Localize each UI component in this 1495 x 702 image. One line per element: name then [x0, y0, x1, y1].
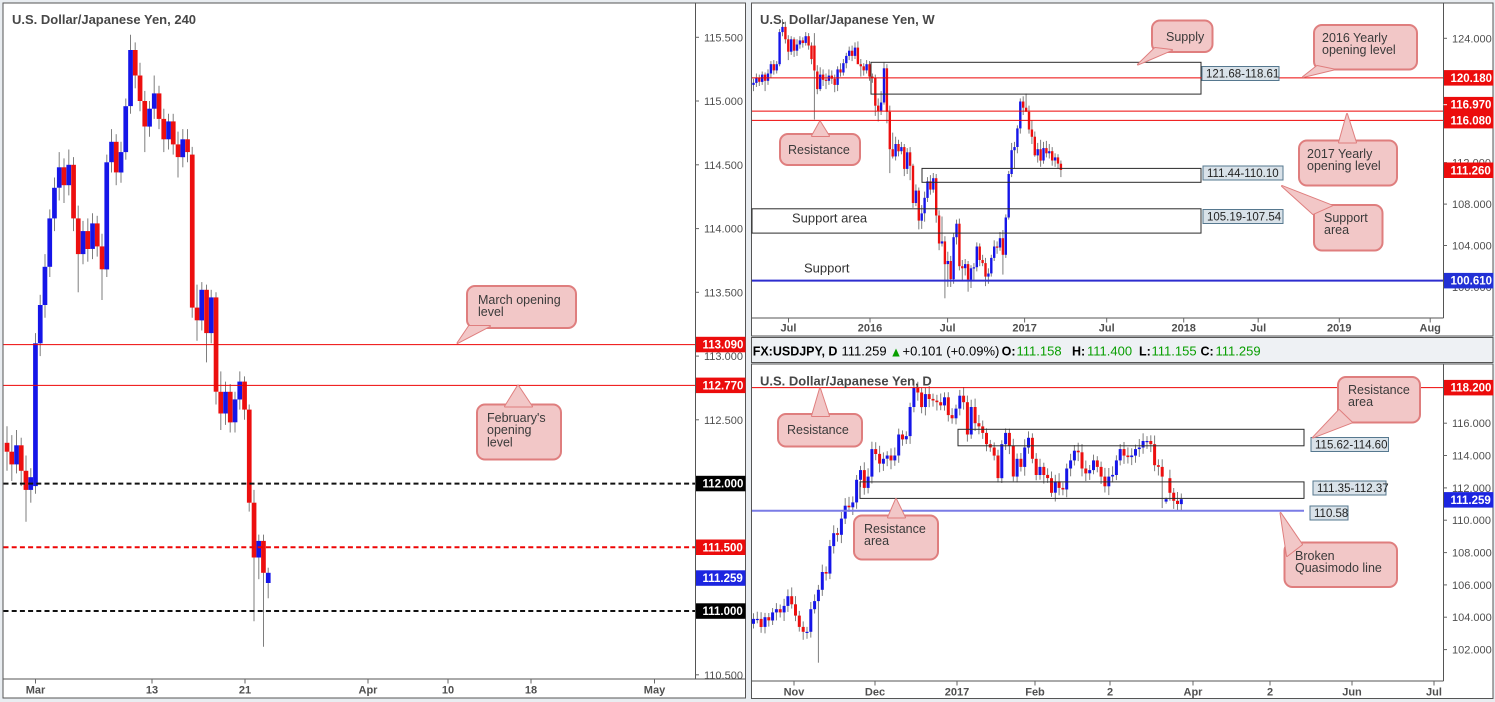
svg-text:114.500: 114.500	[704, 160, 743, 172]
svg-text:Aug: Aug	[1420, 323, 1441, 335]
svg-text:Supply: Supply	[1166, 30, 1205, 44]
svg-text:opening level: opening level	[1307, 159, 1381, 173]
svg-text:2016: 2016	[858, 323, 882, 335]
svg-text:111.259: 111.259	[703, 573, 743, 585]
svg-text:level: level	[478, 305, 504, 319]
svg-text:111.44-110.10: 111.44-110.10	[1207, 168, 1279, 180]
svg-text:111.259: 111.259	[842, 344, 887, 359]
svg-text:area: area	[864, 534, 889, 548]
svg-text:115.62-114.60: 115.62-114.60	[1315, 440, 1387, 452]
svg-text:104.000: 104.000	[1452, 241, 1492, 253]
svg-text:+0.101 (+0.09%): +0.101 (+0.09%)	[903, 344, 1000, 359]
svg-text:112.770: 112.770	[703, 380, 744, 392]
svg-text:Support: Support	[1324, 211, 1368, 225]
svg-text:116.000: 116.000	[1452, 418, 1491, 430]
svg-text:111.500: 111.500	[703, 542, 743, 554]
svg-text:111.400: 111.400	[1087, 344, 1132, 359]
svg-text:100.610: 100.610	[1451, 276, 1493, 288]
svg-text:opening: opening	[487, 423, 532, 437]
svg-text:U.S. Dollar/Japanese Yen, W: U.S. Dollar/Japanese Yen, W	[760, 12, 935, 27]
svg-text:Nov: Nov	[784, 687, 806, 699]
svg-text:Jul: Jul	[1250, 323, 1266, 335]
svg-text:Apr: Apr	[359, 685, 379, 697]
svg-text:Jul: Jul	[1426, 687, 1442, 699]
svg-text:FX:USDJPY, D: FX:USDJPY, D	[753, 345, 838, 359]
svg-text:Jul: Jul	[940, 323, 956, 335]
svg-text:13: 13	[146, 685, 158, 697]
svg-text:110.58: 110.58	[1314, 508, 1348, 520]
svg-text:Support area: Support area	[792, 211, 868, 226]
svg-text:113.000: 113.000	[704, 351, 743, 363]
svg-text:111.260: 111.260	[1451, 165, 1491, 177]
svg-text:2017: 2017	[1012, 323, 1036, 335]
svg-text:Jul: Jul	[1099, 323, 1115, 335]
svg-text:111.000: 111.000	[703, 606, 743, 618]
svg-text:112.000: 112.000	[1452, 483, 1491, 495]
svg-text:2017 Yearly: 2017 Yearly	[1307, 147, 1373, 161]
svg-text:102.000: 102.000	[1452, 645, 1492, 657]
svg-text:Resistance: Resistance	[788, 143, 850, 157]
svg-text:2016 Yearly: 2016 Yearly	[1322, 31, 1388, 45]
svg-text:113.500: 113.500	[704, 287, 743, 299]
svg-text:L:: L:	[1139, 345, 1151, 359]
svg-text:Resistance: Resistance	[864, 522, 926, 536]
svg-text:18: 18	[525, 685, 537, 697]
svg-text:121.68-118.61: 121.68-118.61	[1206, 69, 1279, 81]
svg-text:U.S. Dollar/Japanese Yen, D: U.S. Dollar/Japanese Yen, D	[760, 374, 932, 389]
svg-text:May: May	[644, 685, 666, 697]
svg-text:Resistance: Resistance	[1348, 383, 1410, 397]
svg-text:104.000: 104.000	[1452, 612, 1492, 624]
svg-text:124.000: 124.000	[1452, 33, 1492, 45]
svg-text:118.200: 118.200	[1451, 383, 1492, 395]
svg-text:110.000: 110.000	[1452, 515, 1491, 527]
svg-text:Mar: Mar	[26, 685, 46, 697]
svg-text:Support: Support	[804, 261, 850, 276]
svg-text:106.000: 106.000	[1452, 580, 1492, 592]
svg-text:10: 10	[442, 685, 454, 697]
svg-text:111.155: 111.155	[1152, 344, 1197, 359]
svg-text:108.000: 108.000	[1452, 548, 1492, 560]
svg-text:Jul: Jul	[781, 323, 797, 335]
svg-text:2018: 2018	[1171, 323, 1195, 335]
svg-text:2: 2	[1107, 687, 1113, 699]
svg-text:Quasimodo line: Quasimodo line	[1295, 561, 1382, 575]
svg-text:120.180: 120.180	[1451, 73, 1493, 85]
svg-text:114.000: 114.000	[704, 224, 743, 236]
svg-text:112.500: 112.500	[704, 415, 743, 427]
svg-text:area: area	[1348, 395, 1373, 409]
svg-text:Resistance: Resistance	[787, 423, 849, 437]
svg-text:U.S. Dollar/Japanese Yen, 240: U.S. Dollar/Japanese Yen, 240	[12, 12, 196, 27]
svg-text:O:: O:	[1002, 345, 1016, 359]
svg-text:108.000: 108.000	[1452, 199, 1492, 211]
svg-text:opening level: opening level	[1322, 43, 1396, 57]
svg-text:2: 2	[1267, 687, 1273, 699]
svg-text:114.000: 114.000	[1452, 451, 1491, 463]
svg-text:Feb: Feb	[1025, 687, 1045, 699]
svg-text:111.259: 111.259	[1451, 495, 1491, 507]
svg-text:21: 21	[239, 685, 251, 697]
svg-text:February's: February's	[487, 411, 546, 425]
svg-text:116.080: 116.080	[1451, 115, 1492, 127]
svg-text:110.500: 110.500	[704, 670, 743, 682]
svg-text:116.970: 116.970	[1451, 100, 1492, 112]
svg-text:112.000: 112.000	[703, 479, 744, 491]
svg-text:Dec: Dec	[865, 687, 885, 699]
svg-text:113.090: 113.090	[703, 340, 744, 352]
svg-text:2017: 2017	[945, 687, 969, 699]
svg-text:111.158: 111.158	[1017, 344, 1062, 359]
svg-text:2019: 2019	[1327, 323, 1351, 335]
svg-text:C:: C:	[1201, 345, 1214, 359]
svg-text:111.35-112.37: 111.35-112.37	[1317, 483, 1389, 495]
svg-text:Apr: Apr	[1184, 687, 1204, 699]
svg-text:115.000: 115.000	[704, 96, 743, 108]
svg-text:Broken: Broken	[1295, 549, 1335, 563]
svg-text:105.19-107.54: 105.19-107.54	[1207, 212, 1282, 224]
svg-text:H:: H:	[1072, 345, 1085, 359]
svg-text:area: area	[1324, 223, 1349, 237]
svg-text:level: level	[487, 435, 513, 449]
svg-text:115.500: 115.500	[704, 32, 743, 44]
svg-text:March opening: March opening	[478, 293, 561, 307]
svg-text:Jun: Jun	[1342, 687, 1362, 699]
svg-text:111.259: 111.259	[1216, 344, 1261, 359]
